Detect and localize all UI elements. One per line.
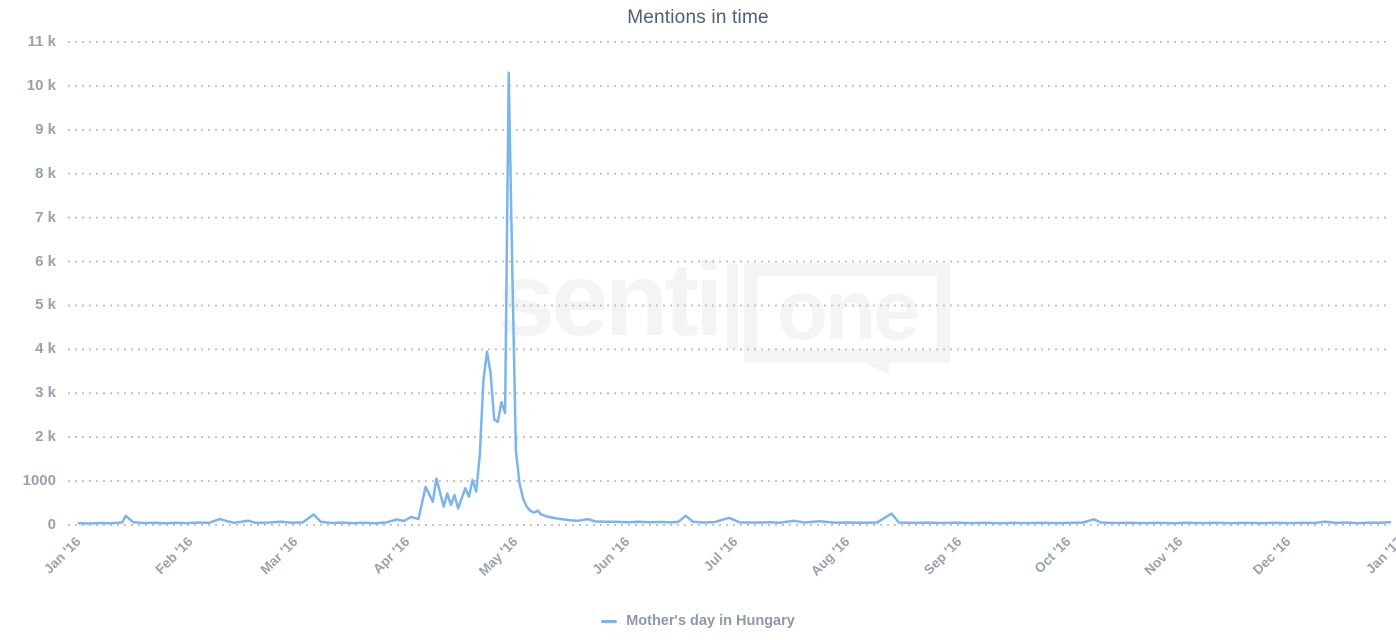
chart-title: Mentions in time <box>627 7 769 28</box>
series-line[interactable] <box>77 71 1392 525</box>
watermark-speech-bubble: one <box>743 263 950 375</box>
y-axis-label: 10 k <box>26 76 56 94</box>
sentione-watermark-logo: senti one <box>497 242 950 375</box>
y-axis-label: 1000 <box>22 472 56 490</box>
watermark-one-text: one <box>776 263 920 357</box>
y-axis-label: 3 k <box>35 384 56 402</box>
y-axis-label: 11 k <box>27 33 56 50</box>
y-axis-label: 5 k <box>35 296 56 314</box>
legend-line-marker <box>601 619 618 623</box>
watermark-bubble-tail <box>836 349 889 375</box>
y-axis-label: 0 <box>47 516 56 533</box>
y-axis-label: 2 k <box>35 428 56 446</box>
watermark-cursor-bar <box>726 264 738 349</box>
watermark-senti-text: senti <box>497 242 724 358</box>
legend: Mother's day in Hungary <box>0 606 1396 636</box>
y-axis-label: 9 k <box>35 120 56 138</box>
y-axis-label: 8 k <box>35 164 56 182</box>
y-axis-label: 4 k <box>35 340 56 358</box>
y-axis-label: 7 k <box>35 208 56 226</box>
legend-label: Mother's day in Hungary <box>626 613 795 629</box>
legend-item-mothers-day[interactable]: Mother's day in Hungary <box>601 613 795 629</box>
y-axis-label: 6 k <box>35 252 56 270</box>
